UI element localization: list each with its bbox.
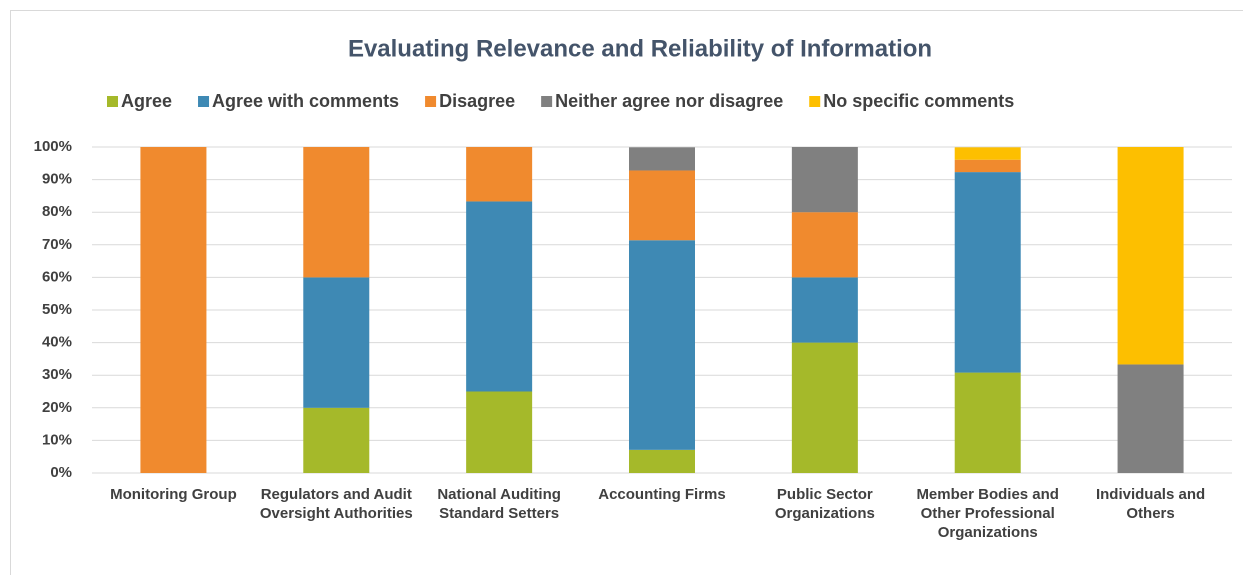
bar-segment bbox=[629, 449, 695, 473]
x-tick-label: Accounting Firms bbox=[598, 486, 726, 503]
x-tick-label: Monitoring Group bbox=[110, 486, 237, 503]
y-tick-label: 50% bbox=[42, 301, 72, 318]
legend-swatch bbox=[198, 96, 210, 107]
y-tick-label: 30% bbox=[42, 366, 72, 383]
bar-segment bbox=[303, 147, 370, 278]
bar-segment bbox=[629, 170, 695, 241]
legend-label: Agree with comments bbox=[212, 91, 399, 111]
legend-swatch bbox=[809, 96, 821, 107]
bar-segment bbox=[791, 212, 858, 278]
y-tick-label: 70% bbox=[42, 236, 72, 253]
bar-segment bbox=[791, 147, 858, 213]
legend-label: Disagree bbox=[439, 91, 515, 111]
bar-segment bbox=[1117, 364, 1184, 473]
x-tick-label: Individuals and Others bbox=[1095, 486, 1206, 522]
legend-label: Neither agree nor disagree bbox=[555, 91, 783, 111]
bar-segment bbox=[629, 147, 695, 171]
bar-segment bbox=[466, 391, 533, 473]
y-tick-label: 40% bbox=[42, 334, 72, 351]
x-tick-label: National Auditing Standard Setters bbox=[437, 486, 561, 522]
legend-label: Agree bbox=[121, 91, 172, 111]
bar-segment bbox=[954, 372, 1021, 473]
bar-segment bbox=[466, 201, 533, 392]
bar-segment bbox=[629, 240, 695, 450]
bar-segment bbox=[954, 159, 1021, 173]
y-tick-label: 60% bbox=[42, 268, 72, 285]
bar-segment bbox=[303, 277, 370, 408]
bar-segment bbox=[791, 277, 858, 343]
legend-swatch bbox=[541, 96, 553, 107]
y-tick-label: 100% bbox=[34, 138, 72, 155]
chart-border bbox=[10, 10, 1243, 575]
x-tick-label: Member Bodies and Other Professional Org… bbox=[916, 486, 1059, 541]
x-tick-label: Public Sector Organizations bbox=[774, 486, 875, 522]
bar-segment bbox=[954, 172, 1021, 373]
bar-segment bbox=[303, 407, 370, 473]
chart-title: Evaluating Relevance and Reliability of … bbox=[348, 35, 932, 62]
bar-segment bbox=[954, 147, 1021, 160]
y-tick-label: 10% bbox=[42, 431, 72, 448]
x-tick-label: Regulators and Audit Oversight Authoriti… bbox=[259, 486, 413, 522]
legend-swatch bbox=[425, 96, 437, 107]
legend-label: No specific comments bbox=[823, 91, 1014, 111]
y-tick-label: 20% bbox=[42, 399, 72, 416]
bar-segment bbox=[1117, 147, 1184, 365]
y-tick-label: 90% bbox=[42, 171, 72, 188]
y-tick-label: 0% bbox=[50, 464, 72, 481]
y-tick-label: 80% bbox=[42, 203, 72, 220]
legend-swatch bbox=[107, 96, 118, 107]
bar-segment bbox=[466, 147, 533, 202]
bar-segment bbox=[140, 147, 207, 473]
bar-segment bbox=[791, 342, 858, 473]
